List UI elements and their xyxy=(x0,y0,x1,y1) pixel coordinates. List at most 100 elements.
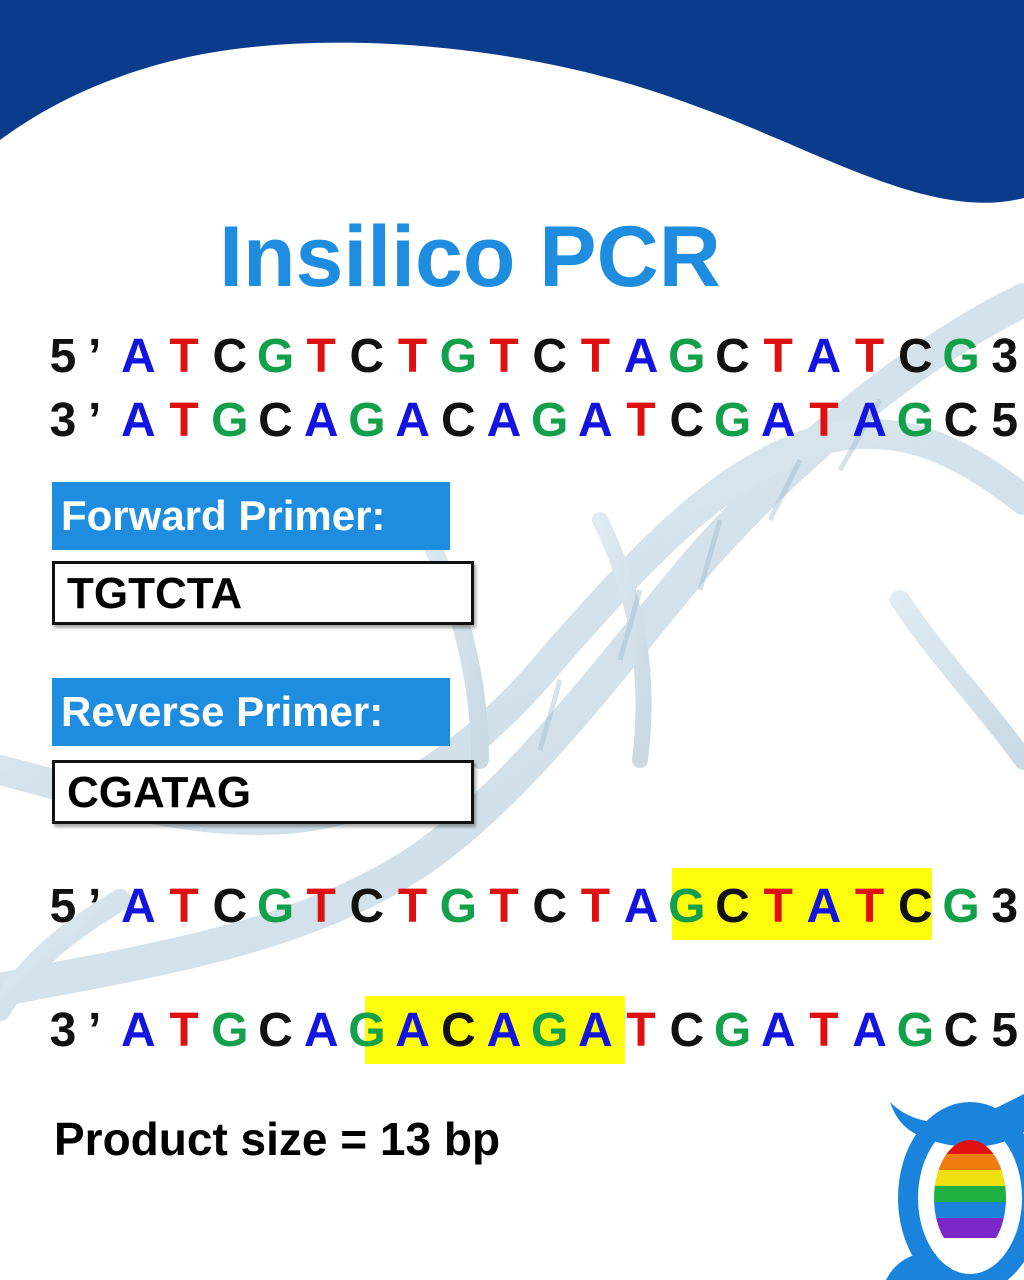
nucleotide-1: ’ xyxy=(88,880,102,933)
nucleotide-8: T xyxy=(397,880,428,933)
nucleotide-11: G xyxy=(531,1004,569,1057)
nucleotide-3: T xyxy=(169,1004,199,1057)
nucleotide-2: A xyxy=(121,394,156,447)
dna-rungs xyxy=(537,398,883,751)
nucleotide-7: G xyxy=(348,394,386,447)
nucleotide-21: 5 xyxy=(991,1004,1019,1057)
reverse-primer-binding-highlight xyxy=(672,868,932,940)
nucleotide-1: ’ xyxy=(88,394,102,447)
nucleotide-1: ’ xyxy=(88,1004,102,1057)
nucleotide-17: T xyxy=(809,394,839,447)
nucleotide-0: 5 xyxy=(49,330,77,383)
nucleotide-16: T xyxy=(763,330,793,383)
nucleotide-12: A xyxy=(578,1004,613,1057)
nucleotide-21: 3 xyxy=(991,880,1019,933)
nucleotide-1: ’ xyxy=(88,330,102,383)
nucleotide-20: G xyxy=(942,880,980,933)
nucleotide-15: G xyxy=(713,394,752,447)
nucleotide-18: T xyxy=(854,330,885,383)
nucleotide-21: 3 xyxy=(991,330,1019,383)
forward-primer-value: TGTCTA xyxy=(52,561,474,625)
nucleotide-12: T xyxy=(580,880,611,933)
nucleotide-15: C xyxy=(715,330,750,383)
logo-icon xyxy=(886,1094,1024,1280)
nucleotide-6: A xyxy=(303,1004,339,1057)
nucleotide-3: T xyxy=(169,880,199,933)
nucleotide-11: C xyxy=(532,330,568,383)
nucleotide-15: G xyxy=(713,1004,752,1057)
nucleotide-7: G xyxy=(348,1004,386,1057)
nucleotide-0: 3 xyxy=(49,1004,77,1057)
nucleotide-19: G xyxy=(896,1004,934,1057)
nucleotide-9: G xyxy=(439,330,477,383)
nucleotide-8: T xyxy=(397,330,428,383)
nucleotide-10: A xyxy=(486,394,522,447)
nucleotide-11: C xyxy=(532,880,568,933)
nucleotide-12: A xyxy=(578,394,613,447)
nucleotide-0: 3 xyxy=(49,394,77,447)
nucleotide-16: A xyxy=(760,394,796,447)
nucleotide-5: C xyxy=(258,394,293,447)
nucleotide-5: C xyxy=(258,1004,293,1057)
nucleotide-14: C xyxy=(669,1004,705,1057)
nucleotide-10: A xyxy=(486,1004,522,1057)
nucleotide-6: A xyxy=(303,394,339,447)
nucleotide-13: T xyxy=(626,394,656,447)
nucleotide-2: A xyxy=(121,880,156,933)
nucleotide-6: T xyxy=(306,330,336,383)
nucleotide-4: C xyxy=(212,880,248,933)
nucleotide-14: C xyxy=(669,394,705,447)
nucleotide-10: T xyxy=(489,880,519,933)
nucleotide-18: A xyxy=(852,1004,887,1057)
forward-primer-label: Forward Primer: xyxy=(52,482,450,550)
nucleotide-18: T xyxy=(854,880,885,933)
nucleotide-5: G xyxy=(256,880,295,933)
nucleotide-2: A xyxy=(121,1004,156,1057)
nucleotide-20: C xyxy=(943,1004,979,1057)
nucleotide-16: T xyxy=(763,880,793,933)
product-size: Product size = 13 bp xyxy=(54,1113,501,1165)
nucleotide-3: T xyxy=(169,330,199,383)
nucleotide-13: T xyxy=(626,1004,656,1057)
nucleotide-2: A xyxy=(121,330,156,383)
reverse-primer-value: CGATAG xyxy=(52,760,474,824)
nucleotide-9: G xyxy=(439,880,477,933)
nucleotide-0: 5 xyxy=(49,880,77,933)
nucleotide-9: C xyxy=(440,1004,476,1057)
nucleotide-9: C xyxy=(440,394,476,447)
nucleotide-6: T xyxy=(306,880,336,933)
nucleotide-15: C xyxy=(715,880,750,933)
page-title: Insilico PCR xyxy=(219,209,721,305)
nucleotide-10: T xyxy=(489,330,519,383)
nucleotide-8: A xyxy=(395,394,430,447)
nucleotide-16: A xyxy=(760,1004,796,1057)
nucleotide-18: A xyxy=(852,394,887,447)
nucleotide-19: C xyxy=(897,330,933,383)
header-wave xyxy=(0,0,1024,203)
nucleotide-7: C xyxy=(349,330,385,383)
nucleotide-20: G xyxy=(942,330,980,383)
nucleotide-4: G xyxy=(211,394,249,447)
nucleotide-19: G xyxy=(896,394,934,447)
forward-primer-binding-highlight xyxy=(365,996,625,1064)
nucleotide-14: G xyxy=(668,880,706,933)
nucleotide-5: G xyxy=(256,330,295,383)
nucleotide-4: G xyxy=(211,1004,249,1057)
nucleotide-21: 5 xyxy=(991,394,1019,447)
nucleotide-13: A xyxy=(623,330,659,383)
nucleotide-17: A xyxy=(806,330,842,383)
nucleotide-7: C xyxy=(349,880,385,933)
nucleotide-17: A xyxy=(806,880,842,933)
nucleotide-20: C xyxy=(943,394,979,447)
reverse-primer-label: Reverse Primer: xyxy=(52,678,450,746)
nucleotide-11: G xyxy=(531,394,569,447)
nucleotide-3: T xyxy=(169,394,199,447)
nucleotide-12: T xyxy=(580,330,611,383)
nucleotide-8: A xyxy=(395,1004,430,1057)
